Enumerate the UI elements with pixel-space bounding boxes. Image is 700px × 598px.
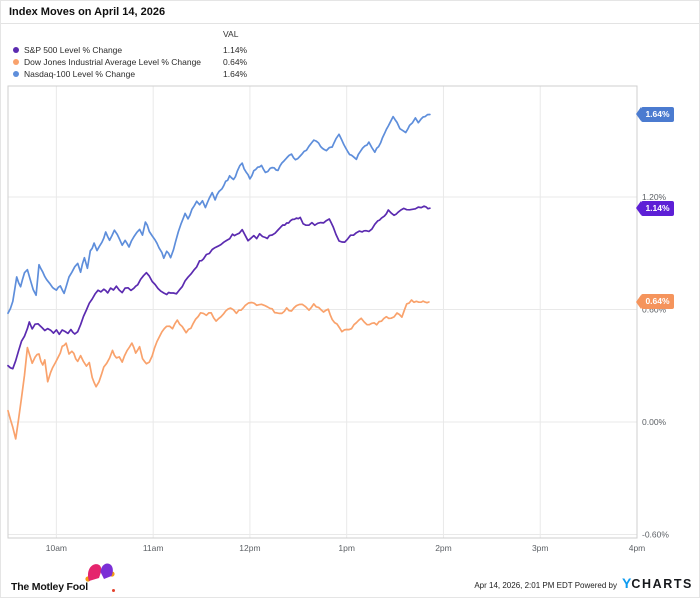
x-tick-label: 12pm xyxy=(239,543,260,553)
ycharts-logo: YCHARTS xyxy=(621,575,693,591)
motley-fool-dot xyxy=(112,589,115,592)
y-tick-label: -0.60% xyxy=(642,529,669,539)
price-chart: 10am 11am 12pm 1pm 2pm 3pm 4pm 1.20% 0.60% 0.00% -… xyxy=(7,85,669,553)
legend-label: Dow Jones Industrial Average Level % Cha… xyxy=(24,56,202,67)
x-tick-label: 10am xyxy=(46,543,67,553)
sp500-series-dot-icon xyxy=(13,46,19,53)
series-line-2 xyxy=(7,113,431,315)
footer-attribution: Apr 14, 2026, 2:01 PM EDT Powered by YCH… xyxy=(474,575,693,593)
legend-value: 0.64% xyxy=(223,56,248,67)
series-line-0 xyxy=(7,205,431,370)
title-divider xyxy=(1,23,699,24)
y-tick-label: 0.60% xyxy=(642,304,667,314)
dow-value-badge: 0.64% xyxy=(641,294,674,310)
nasdaq-value-badge: 1.64% xyxy=(641,106,674,122)
series-line-1 xyxy=(7,299,430,440)
x-tick-label: 3pm xyxy=(532,543,549,553)
motley-fool-logo: The Motley Fool xyxy=(11,561,141,595)
y-tick-label: 0.00% xyxy=(642,417,667,427)
x-tick-label: 2pm xyxy=(435,543,452,553)
legend-value: 1.14% xyxy=(223,44,248,55)
page-title: Index Moves on April 14, 2026 xyxy=(9,6,166,18)
legend-label: Nasdaq-100 Level % Change xyxy=(24,68,136,79)
motley-fool-wordmark: The Motley Fool xyxy=(11,581,88,593)
sp500-value-badge: 1.14% xyxy=(641,200,674,216)
dow-series-dot-icon xyxy=(13,58,19,65)
x-tick-label: 11am xyxy=(143,543,164,553)
x-tick-label: 1pm xyxy=(338,543,355,553)
jester-hat-icon xyxy=(85,563,115,582)
legend-label: S&P 500 Level % Change xyxy=(24,44,123,55)
chart-timestamp: Apr 14, 2026, 2:01 PM EDT Powered by xyxy=(474,581,617,590)
y-tick-label: 1.20% xyxy=(642,192,667,202)
legend-val-header: VAL xyxy=(223,29,239,39)
ycharts-y-icon: Y xyxy=(621,575,632,591)
nasdaq-series-dot-icon xyxy=(13,70,19,77)
legend-value: 1.64% xyxy=(223,68,248,79)
x-tick-label: 4pm xyxy=(629,543,646,553)
